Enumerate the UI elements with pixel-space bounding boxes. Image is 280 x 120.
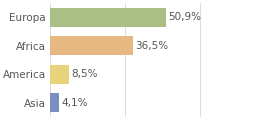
Bar <box>50 65 69 84</box>
Bar <box>50 36 133 55</box>
Text: 36,5%: 36,5% <box>135 41 168 51</box>
Text: 50,9%: 50,9% <box>168 12 201 22</box>
Text: 8,5%: 8,5% <box>72 69 98 79</box>
Bar <box>50 8 166 27</box>
Bar <box>50 93 59 112</box>
Text: 4,1%: 4,1% <box>62 98 88 108</box>
